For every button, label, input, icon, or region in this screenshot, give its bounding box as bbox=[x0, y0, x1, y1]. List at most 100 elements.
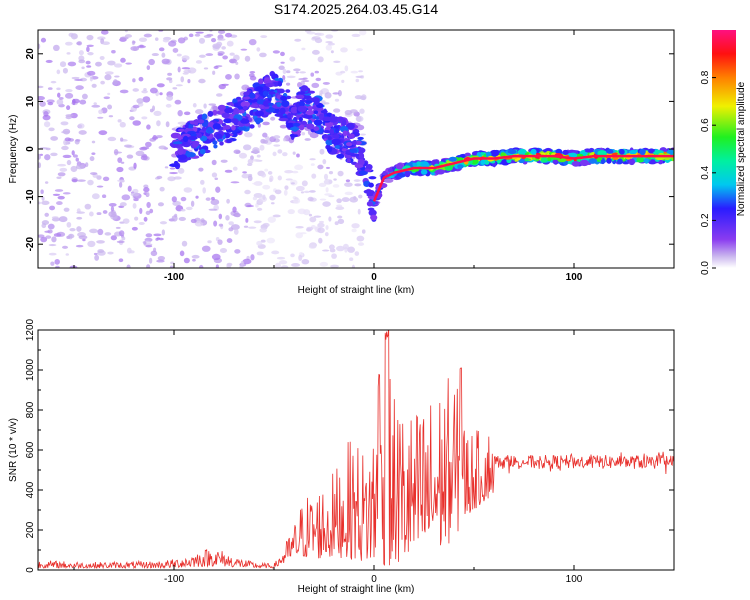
spectrogram-noise-blob bbox=[205, 197, 211, 201]
spectrogram-noise-blob bbox=[165, 121, 170, 128]
spectrogram-ridge-blob bbox=[358, 170, 368, 176]
spectrogram-noise-blob bbox=[358, 194, 363, 199]
spectrogram-noise-blob bbox=[116, 240, 125, 244]
spectrogram-noise-blob bbox=[208, 103, 216, 106]
spectrogram-noise-blob bbox=[272, 50, 280, 54]
spectrogram-noise-blob bbox=[124, 144, 132, 148]
spectrogram-noise-blob bbox=[330, 50, 334, 54]
spectrogram-noise-blob bbox=[330, 264, 340, 268]
spectrogram-noise-blob bbox=[302, 80, 310, 83]
spectrogram-noise-blob bbox=[230, 181, 240, 184]
spectrogram-noise-blob bbox=[290, 182, 295, 185]
spectrogram-ridge-blob bbox=[217, 138, 224, 142]
spectrogram-noise-blob bbox=[295, 71, 299, 74]
spectrogram-noise-blob bbox=[133, 198, 139, 202]
spectrogram-noise-blob bbox=[187, 79, 191, 84]
spectrogram-ridge-blob bbox=[329, 128, 335, 135]
spectrogram-noise-blob bbox=[91, 140, 96, 144]
colorbar-tick-label: 0.8 bbox=[700, 70, 711, 84]
spectrogram-xtick-label: -100 bbox=[164, 272, 184, 283]
spectrogram-noise-blob bbox=[253, 220, 262, 224]
spectrogram-ridge-blob bbox=[232, 107, 240, 115]
spectrogram-noise-blob bbox=[153, 110, 162, 117]
spectrogram-noise-blob bbox=[107, 136, 117, 142]
spectrogram-noise-blob bbox=[118, 230, 125, 237]
spectrogram-noise-blob bbox=[337, 170, 344, 177]
spectrogram-ridge-blob bbox=[354, 164, 364, 168]
spectrogram-noise-blob bbox=[136, 98, 144, 104]
spectrogram-noise-blob bbox=[336, 245, 345, 252]
spectrogram-noise-blob bbox=[44, 212, 49, 217]
snr-xlabel: Height of straight line (km) bbox=[298, 584, 415, 595]
spectrogram-noise-blob bbox=[328, 216, 332, 222]
spectrogram-noise-blob bbox=[332, 184, 340, 188]
spectrogram-noise-blob bbox=[141, 116, 148, 120]
spectrogram-noise-blob bbox=[232, 166, 238, 171]
spectrogram-ridge-blob bbox=[358, 152, 365, 160]
spectrogram-noise-blob bbox=[143, 216, 148, 222]
spectrogram-noise-blob bbox=[119, 202, 127, 207]
spectrogram-noise-blob bbox=[56, 98, 64, 106]
spectrogram-noise-blob bbox=[98, 130, 108, 136]
spectrogram-noise-blob bbox=[206, 33, 214, 37]
spectrogram-noise-blob bbox=[259, 227, 267, 233]
spectrogram-noise-blob bbox=[337, 218, 345, 224]
spectrogram-noise-blob bbox=[319, 198, 327, 201]
spectrogram-noise-blob bbox=[86, 34, 94, 41]
spectrogram-noise-blob bbox=[242, 171, 247, 174]
spectrogram-ridge-blob bbox=[605, 149, 614, 154]
spectrogram-noise-blob bbox=[51, 217, 60, 222]
spectrogram-ridge-blob bbox=[174, 160, 179, 165]
spectrogram-ridge-blob bbox=[297, 91, 306, 95]
spectrogram-ridge-blob bbox=[552, 159, 558, 164]
spectrogram-noise-blob bbox=[139, 207, 143, 215]
spectrogram-noise-blob bbox=[93, 252, 98, 256]
spectrogram-noise-blob bbox=[251, 182, 261, 185]
spectrogram-noise-blob bbox=[319, 261, 329, 267]
spectrogram-noise-blob bbox=[165, 103, 172, 108]
spectrogram-noise-blob bbox=[102, 176, 110, 182]
spectrogram-noise-blob bbox=[304, 30, 312, 33]
spectrogram-noise-blob bbox=[41, 220, 50, 225]
spectrogram-noise-blob bbox=[156, 259, 165, 263]
spectrogram-ridge-blob bbox=[305, 110, 315, 116]
spectrogram-noise-blob bbox=[177, 110, 183, 117]
spectrogram-noise-blob bbox=[309, 190, 316, 193]
spectrogram-ridge-blob bbox=[368, 182, 374, 188]
spectrogram-noise-blob bbox=[41, 200, 50, 206]
snr-ytick-label: 800 bbox=[25, 401, 36, 418]
spectrogram-noise-blob bbox=[111, 50, 116, 54]
spectrogram-noise-blob bbox=[50, 261, 55, 266]
spectrogram-ridge-blob bbox=[404, 170, 411, 178]
spectrogram-noise-blob bbox=[319, 220, 324, 224]
spectrogram-ridge-blob bbox=[290, 106, 299, 114]
spectrogram-ridge-blob bbox=[264, 77, 271, 82]
spectrogram-noise-blob bbox=[113, 148, 119, 156]
spectrogram-ridge-blob bbox=[617, 158, 623, 165]
spectrogram-noise-blob bbox=[143, 187, 150, 193]
spectrogram-ridge-blob bbox=[249, 124, 255, 129]
spectrogram-noise-blob bbox=[64, 92, 74, 99]
spectrogram-ridge-blob bbox=[306, 123, 315, 130]
spectrogram-noise-blob bbox=[95, 61, 102, 67]
spectrogram-noise-blob bbox=[354, 183, 362, 187]
spectrogram-noise-blob bbox=[75, 139, 81, 142]
colorbar-tick-label: 0.4 bbox=[700, 165, 711, 179]
spectrogram-ridge-blob bbox=[274, 77, 280, 81]
spectrogram-ridge-blob bbox=[313, 119, 323, 126]
spectrogram-noise-blob bbox=[63, 207, 70, 212]
spectrogram-noise-blob bbox=[107, 92, 111, 96]
spectrogram-noise-blob bbox=[317, 227, 325, 234]
spectrogram-noise-blob bbox=[336, 204, 343, 208]
spectrogram-noise-blob bbox=[167, 176, 176, 182]
spectrogram-noise-blob bbox=[52, 193, 61, 196]
spectrogram-noise-blob bbox=[67, 61, 77, 67]
spectrogram-noise-blob bbox=[79, 99, 87, 105]
spectrogram-noise-blob bbox=[289, 56, 296, 62]
spectrogram-noise-blob bbox=[81, 93, 88, 100]
spectrogram-noise-blob bbox=[101, 194, 107, 199]
spectrogram-noise-blob bbox=[138, 76, 144, 82]
spectrogram-noise-blob bbox=[99, 55, 105, 60]
spectrogram-noise-blob bbox=[192, 258, 196, 262]
